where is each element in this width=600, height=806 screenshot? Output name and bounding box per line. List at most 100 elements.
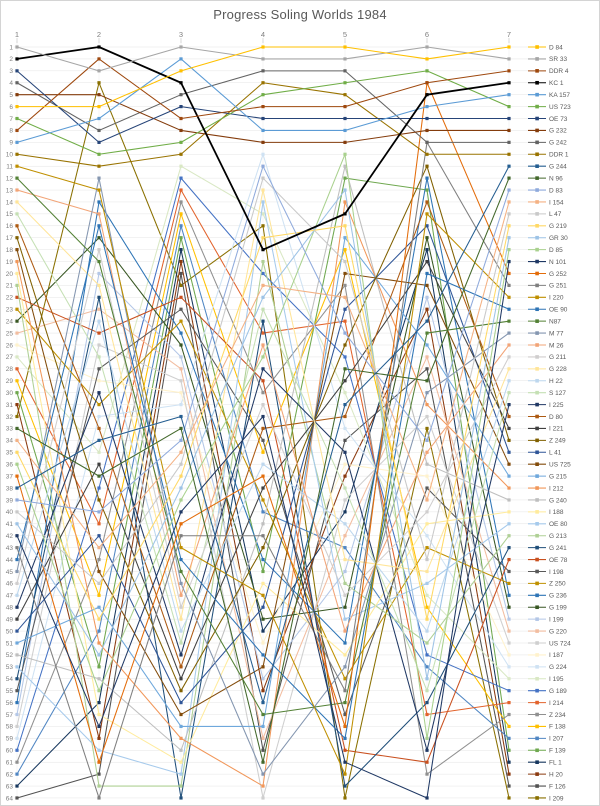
legend-marker-square — [535, 724, 539, 729]
series-marker — [343, 283, 347, 287]
series-marker — [97, 748, 101, 752]
series-marker — [425, 93, 429, 97]
series-marker — [425, 665, 429, 669]
axis-label-column: 7 — [507, 30, 511, 39]
series-marker — [15, 176, 19, 180]
legend-label: I 220 — [549, 295, 564, 302]
axis-label-rank: 41 — [6, 521, 14, 528]
axis-label-column: 2 — [97, 30, 101, 39]
axis-label-rank: 52 — [6, 652, 14, 659]
axis-label-rank: 49 — [6, 616, 14, 623]
series-marker — [97, 450, 101, 454]
axis-label-column: 3 — [179, 30, 183, 39]
legend-label: GR 30 — [549, 235, 568, 242]
series-marker — [425, 796, 429, 800]
series-marker — [261, 271, 265, 276]
series-marker — [261, 546, 265, 550]
series-marker — [425, 605, 429, 609]
legend-marker-square — [535, 176, 539, 180]
series-marker — [507, 69, 511, 73]
series-marker — [97, 534, 101, 538]
axis-label-rank: 25 — [6, 330, 14, 337]
series-marker — [15, 164, 19, 168]
legend-label: G 240 — [549, 497, 567, 504]
series-marker — [507, 462, 511, 466]
series-marker — [179, 534, 183, 538]
series-marker — [15, 796, 19, 800]
axis-label-rank: 31 — [6, 402, 14, 409]
series-marker — [179, 212, 183, 216]
series-marker — [425, 128, 429, 133]
series-marker — [179, 510, 183, 514]
series-marker — [425, 462, 429, 466]
series-marker — [343, 760, 347, 764]
series-marker — [15, 557, 19, 562]
legend-label: G 232 — [549, 128, 567, 135]
legend-marker-square — [535, 259, 539, 264]
series-marker — [425, 176, 429, 180]
series-marker — [507, 414, 511, 419]
axis-label-rank: 20 — [6, 271, 14, 278]
series-marker — [179, 105, 183, 109]
series-marker — [507, 450, 511, 454]
series-marker — [15, 498, 19, 502]
series-marker — [261, 224, 265, 228]
series-marker — [343, 319, 347, 323]
series-marker — [343, 569, 347, 574]
series-marker — [507, 748, 511, 752]
series-marker — [343, 200, 347, 204]
series-marker — [425, 534, 429, 538]
series-marker — [15, 152, 19, 156]
legend-marker-square — [535, 486, 539, 490]
axis-label-rank: 54 — [6, 676, 14, 683]
axis-label-rank: 48 — [6, 605, 14, 612]
axis-label-rank: 28 — [6, 366, 14, 373]
series-marker — [507, 689, 511, 693]
legend-label: I 212 — [549, 485, 564, 492]
series-marker — [261, 581, 265, 585]
axis-label-rank: 5 — [9, 92, 13, 99]
series-marker — [425, 701, 429, 705]
series-marker — [97, 784, 101, 788]
axis-label-column: 5 — [343, 30, 347, 39]
legend-marker-square — [535, 772, 539, 776]
series-marker — [179, 665, 183, 669]
legend-marker-square — [535, 653, 539, 657]
legend-label: F 138 — [549, 724, 566, 731]
legend-marker-square — [535, 700, 539, 705]
axis-label-rank: 61 — [6, 760, 14, 767]
legend-label: G 228 — [549, 366, 567, 373]
series-marker — [97, 665, 101, 669]
series-marker — [425, 522, 429, 526]
series-marker — [179, 128, 183, 133]
legend-marker-square — [535, 247, 539, 252]
series-marker — [179, 295, 183, 299]
legend-label: G 224 — [549, 664, 567, 671]
axis-label-rank: 47 — [6, 593, 14, 600]
series-marker — [507, 343, 511, 347]
series-marker — [179, 748, 183, 752]
series-marker — [179, 677, 183, 681]
series-marker — [425, 105, 429, 109]
legend-label: I 199 — [549, 616, 564, 623]
series-marker — [179, 164, 183, 168]
series-marker — [15, 128, 19, 133]
series-marker — [97, 629, 101, 633]
axis-label-rank: 17 — [6, 235, 14, 242]
series-marker — [261, 605, 265, 609]
series-marker — [179, 307, 183, 311]
series-marker — [15, 522, 19, 526]
series-marker — [261, 152, 265, 156]
series-marker — [261, 438, 265, 442]
legend-label: OE 80 — [549, 521, 568, 528]
series-marker — [343, 403, 347, 407]
series-marker — [425, 164, 429, 168]
series-marker — [261, 69, 265, 73]
series-marker — [425, 438, 429, 442]
series-marker — [97, 69, 101, 73]
series-marker — [179, 641, 183, 645]
series-marker — [97, 653, 101, 657]
series-marker — [97, 403, 101, 407]
legend-marker-square — [535, 545, 539, 550]
series-marker — [507, 319, 511, 323]
